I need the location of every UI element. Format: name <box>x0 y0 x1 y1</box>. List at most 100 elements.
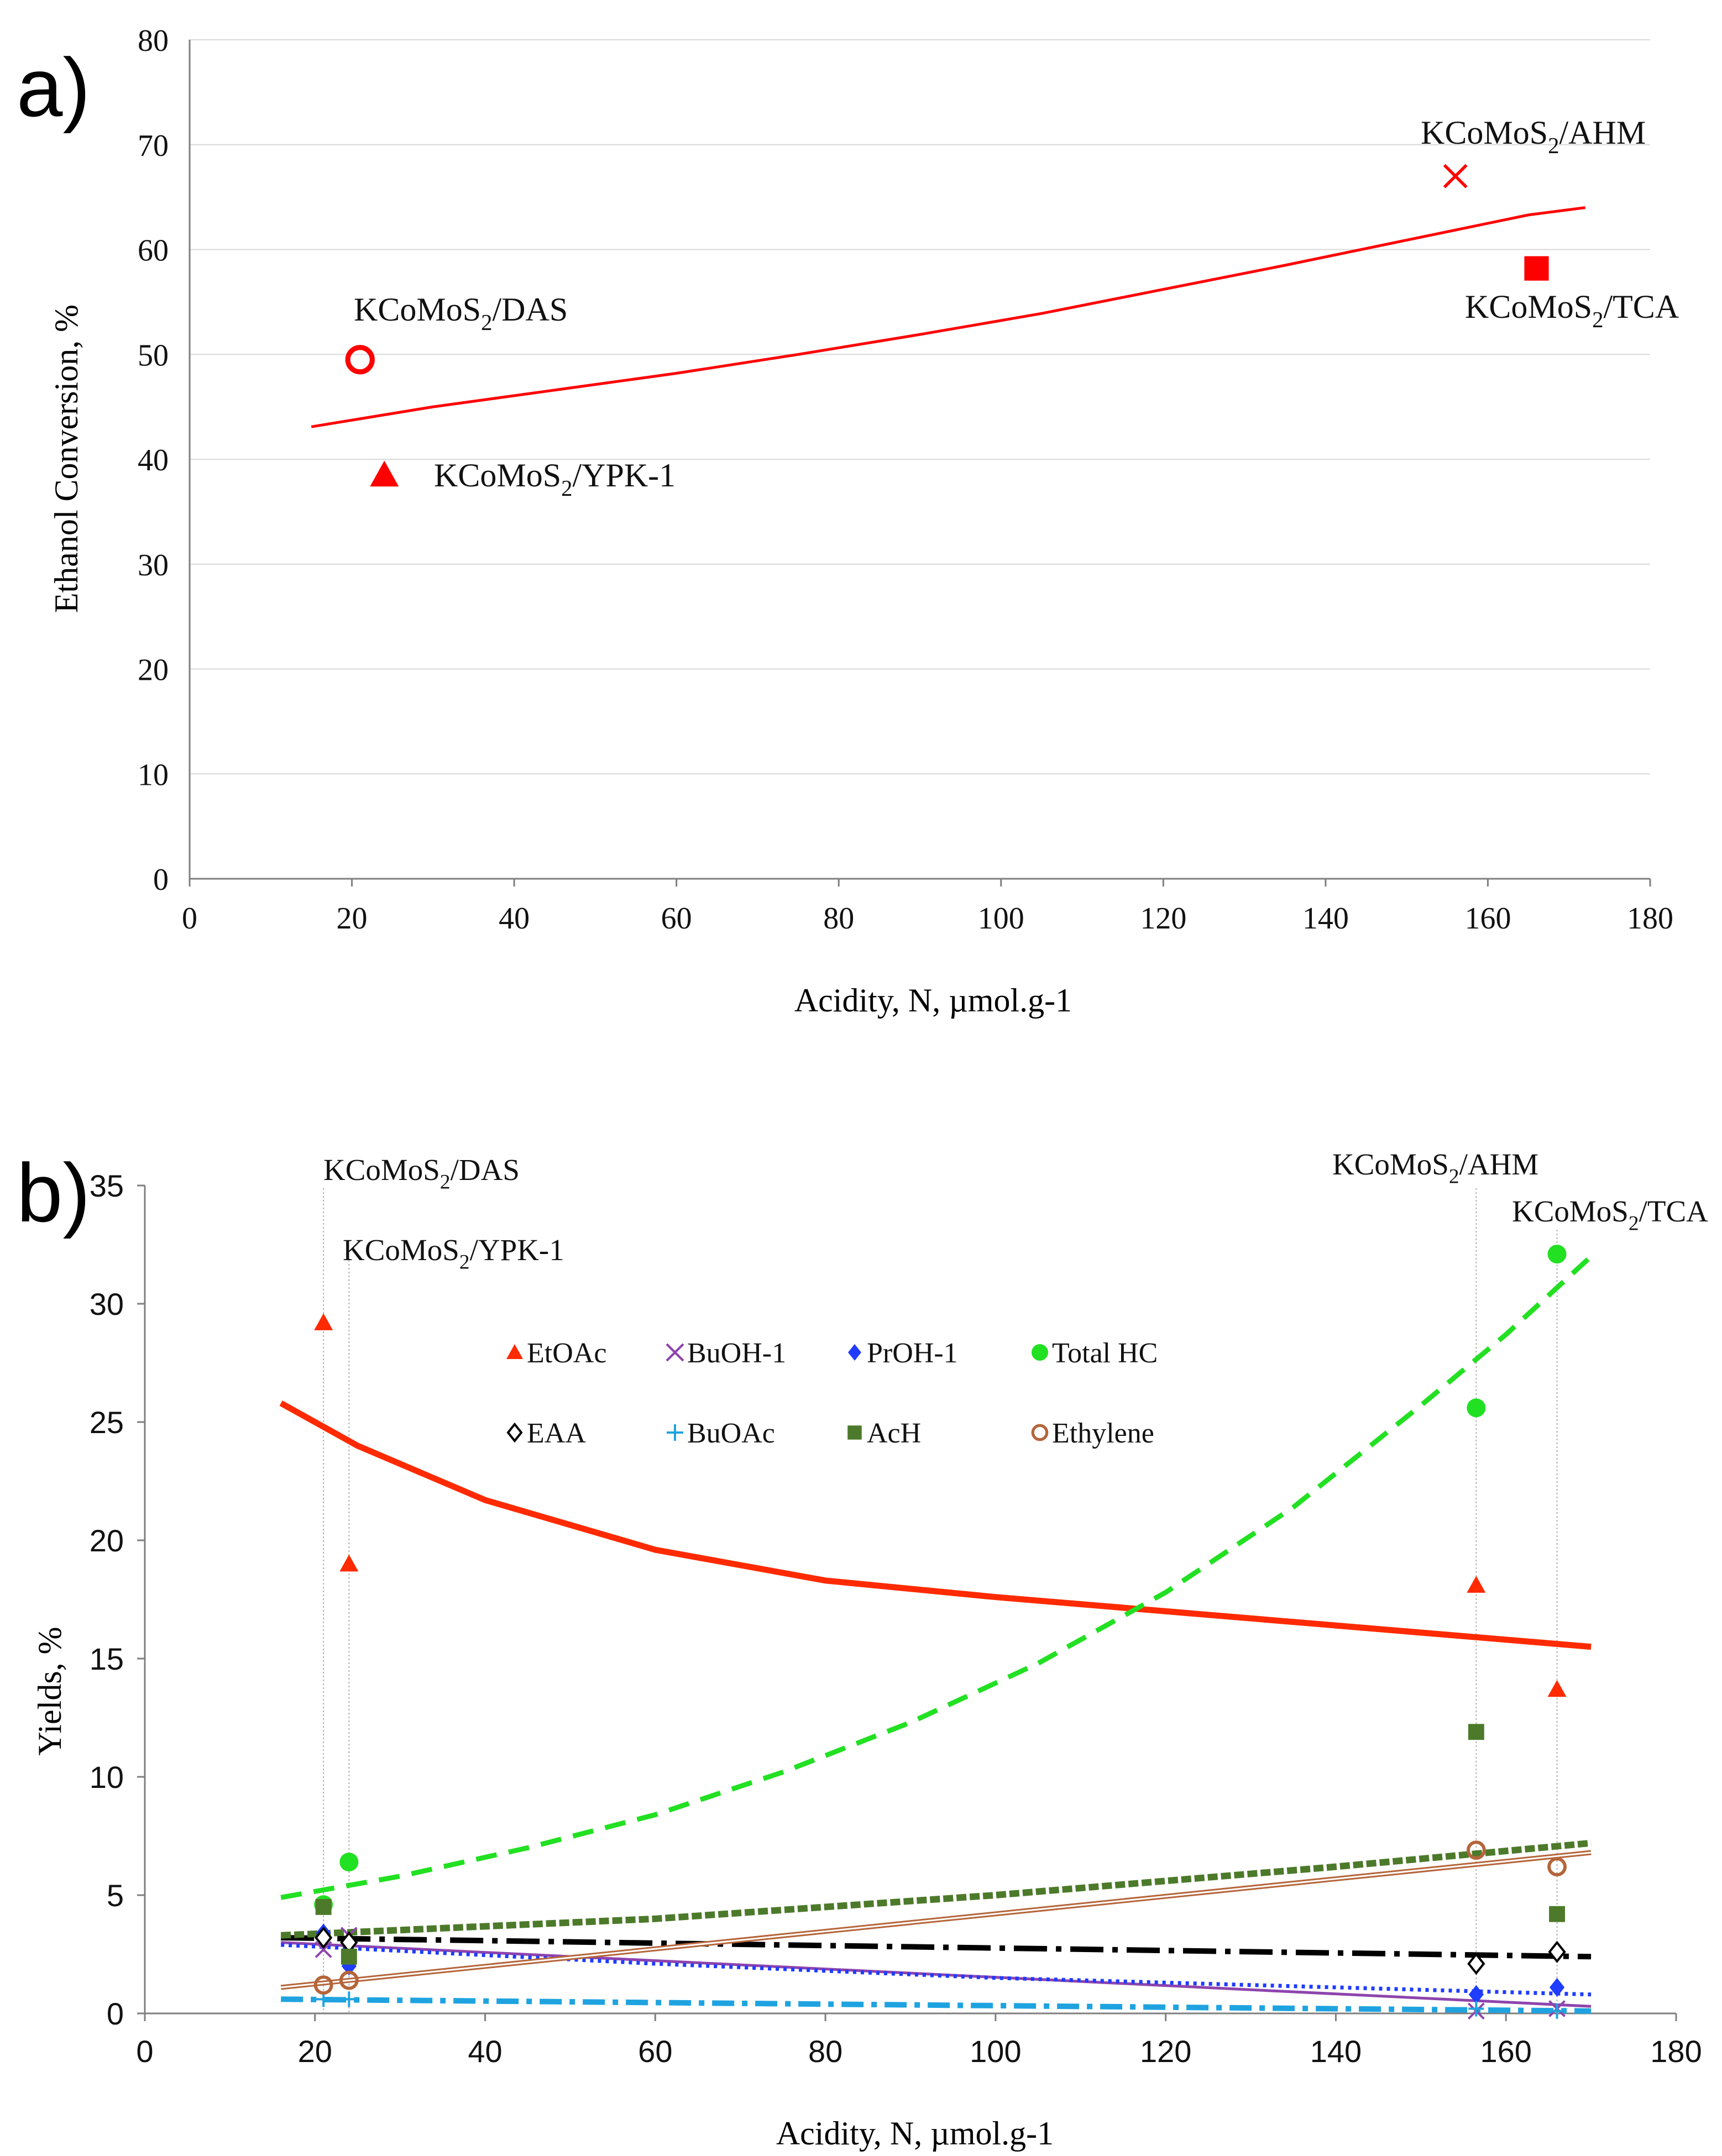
a-x-tick-label: 160 <box>1464 901 1511 936</box>
b-point-EtOAc <box>1467 1576 1486 1593</box>
a-point-label-rest: /AHM <box>1559 114 1646 151</box>
legend-label-BuOAc: BuOAc <box>687 1418 775 1449</box>
legend-label-AcH: AcH <box>867 1418 921 1449</box>
b-x-tick-label: 120 <box>1140 2034 1191 2069</box>
b-point-BuOAc <box>1468 2001 1484 2017</box>
b-trend-AcH <box>280 1839 1592 1939</box>
a-axes <box>189 40 1651 886</box>
b-point-EtOAc <box>339 1554 359 1572</box>
a-y-tick-label: 70 <box>138 129 169 163</box>
b-point-EtOAc <box>314 1313 333 1330</box>
b-x-tick-label: 0 <box>136 2034 153 2069</box>
b-point-Total HC <box>1467 1398 1486 1418</box>
legend-marker-PrOH-1 <box>848 1344 861 1361</box>
panel-a-label: a) <box>17 41 90 134</box>
a-x-tick-label: 100 <box>978 901 1024 936</box>
b-catalyst-label-sub: 2 <box>459 1251 470 1273</box>
a-point-label: KCoMoS2/YPK-1 <box>434 457 676 501</box>
a-point-label-main: KCoMoS <box>434 457 561 494</box>
a-x-tick-label: 180 <box>1627 901 1673 936</box>
b-y-tick-label: 30 <box>90 1287 124 1321</box>
b-catalyst-label-sub: 2 <box>1629 1212 1639 1235</box>
b-x-axis-label: Acidity, N, µmol.g-1 <box>776 2115 1054 2152</box>
legend-label-EtOAc: EtOAc <box>527 1337 606 1369</box>
a-x-axis-label: Acidity, N, µmol.g-1 <box>794 982 1072 1019</box>
b-x-tick-label: 80 <box>808 2034 842 2069</box>
b-tick-labels: 0 5 10 15 20 25 30 35 0 20 40 60 80 100 120 140 160 180 <box>90 1168 1702 2069</box>
chart-a: 0 10 20 30 40 50 60 70 80 0 20 40 60 80 100 120 140 160 18… <box>48 24 1679 1019</box>
b-point-EAA <box>315 1926 333 1949</box>
b-points <box>313 1245 1567 2020</box>
b-point-Total HC <box>339 1853 359 1872</box>
b-catalyst-reference-lines <box>323 1188 1558 2013</box>
a-point-label: KCoMoS2/TCA <box>1465 288 1679 332</box>
b-point-EAA <box>1548 1940 1566 1963</box>
b-trendlines <box>279 1255 1593 2014</box>
b-catalyst-label-rest: /YPK-1 <box>470 1233 564 1267</box>
b-trend-BuOH-1 <box>281 1941 1592 2008</box>
a-point <box>1524 256 1549 281</box>
a-point-label-main: KCoMoS <box>354 291 481 328</box>
b-x-tick-label: 140 <box>1310 2034 1362 2069</box>
a-y-tick-label: 30 <box>138 548 169 583</box>
b-point-EtOAc <box>1547 1680 1567 1697</box>
a-y-tick-label: 20 <box>138 653 169 688</box>
b-catalyst-label-rest: /AHM <box>1459 1147 1539 1181</box>
b-x-tick-label: 100 <box>970 2034 1021 2069</box>
a-tick-labels: 0 10 20 30 40 50 60 70 80 0 20 40 60 80 100 120 140 160 18… <box>138 24 1673 936</box>
b-y-tick-label: 35 <box>90 1168 124 1203</box>
a-trend-path <box>311 206 1585 428</box>
b-trend-EAA <box>281 1935 1592 1960</box>
b-point-BuOAc <box>1549 2003 1565 2019</box>
b-point-Ethylene <box>1466 1840 1486 1860</box>
b-x-tick-label: 40 <box>468 2034 502 2069</box>
a-point-label-rest: /TCA <box>1603 288 1679 325</box>
a-point <box>370 460 399 487</box>
a-point-label: KCoMoS2/DAS <box>354 291 568 335</box>
b-catalyst-label-main: KCoMoS <box>1332 1147 1449 1181</box>
a-x-tick-label: 40 <box>499 901 530 936</box>
a-y-tick-label: 80 <box>138 24 169 58</box>
b-trend-Total HC <box>280 1255 1593 1900</box>
a-point-label-sub: 2 <box>1592 307 1603 332</box>
b-point-AcH <box>1549 1906 1566 1922</box>
a-x-tick-label: 120 <box>1140 901 1186 936</box>
b-catalyst-label: KCoMoS2/AHM <box>1332 1147 1538 1188</box>
b-point-BuOAc <box>341 1991 357 2007</box>
b-point-Total HC <box>1547 1245 1567 1264</box>
b-trend-Ethylene-inner <box>281 1851 1592 1989</box>
legend-marker-EAA <box>506 1422 523 1443</box>
b-catalyst-label-main: KCoMoS <box>323 1153 440 1187</box>
chart-b: 0 5 10 15 20 25 30 35 0 20 40 60 80 100 120 140 160 180 K… <box>32 1147 1708 2152</box>
b-catalyst-label-sub: 2 <box>440 1171 451 1193</box>
a-y-tick-label: 0 <box>153 863 169 897</box>
b-trend-PrOH-1 <box>281 1943 1592 1997</box>
b-x-tick-label: 160 <box>1480 2034 1532 2069</box>
legend-marker-EtOAc <box>506 1344 523 1359</box>
legend-label-PrOH-1: PrOH-1 <box>867 1337 958 1369</box>
a-gridlines <box>190 39 1650 775</box>
b-catalyst-label: KCoMoS2/YPK-1 <box>343 1233 564 1273</box>
b-point-AcH <box>315 1898 332 1915</box>
a-x-tick-label: 140 <box>1302 901 1349 936</box>
b-y-axis-label: Yields, % <box>32 1627 68 1755</box>
legend-marker-BuOAc <box>667 1424 683 1441</box>
a-point <box>345 345 375 375</box>
a-y-tick-label: 50 <box>138 338 169 373</box>
a-point-label-rest: /DAS <box>492 291 568 328</box>
b-y-tick-label: 5 <box>107 1878 124 1913</box>
a-y-tick-label: 60 <box>138 234 169 268</box>
a-y-tick-label: 10 <box>138 758 169 792</box>
legend-label-BuOH-1: BuOH-1 <box>687 1337 786 1369</box>
b-legend: EtOAc BuOH-1 PrOH-1 Total HC EAA BuOAc AcH Ethy… <box>506 1337 1158 1449</box>
b-catalyst-label-main: KCoMoS <box>343 1233 459 1267</box>
a-x-tick-label: 80 <box>823 901 854 936</box>
a-y-tick-label: 40 <box>138 443 169 478</box>
b-catalyst-label-sub: 2 <box>1449 1165 1459 1188</box>
b-point-PrOH-1 <box>1549 1977 1565 1997</box>
b-point-PrOH-1 <box>1468 1985 1484 2004</box>
b-x-tick-label: 180 <box>1650 2034 1702 2069</box>
a-x-tick-label: 0 <box>182 901 197 936</box>
b-catalyst-label-rest: /TCA <box>1639 1194 1709 1228</box>
